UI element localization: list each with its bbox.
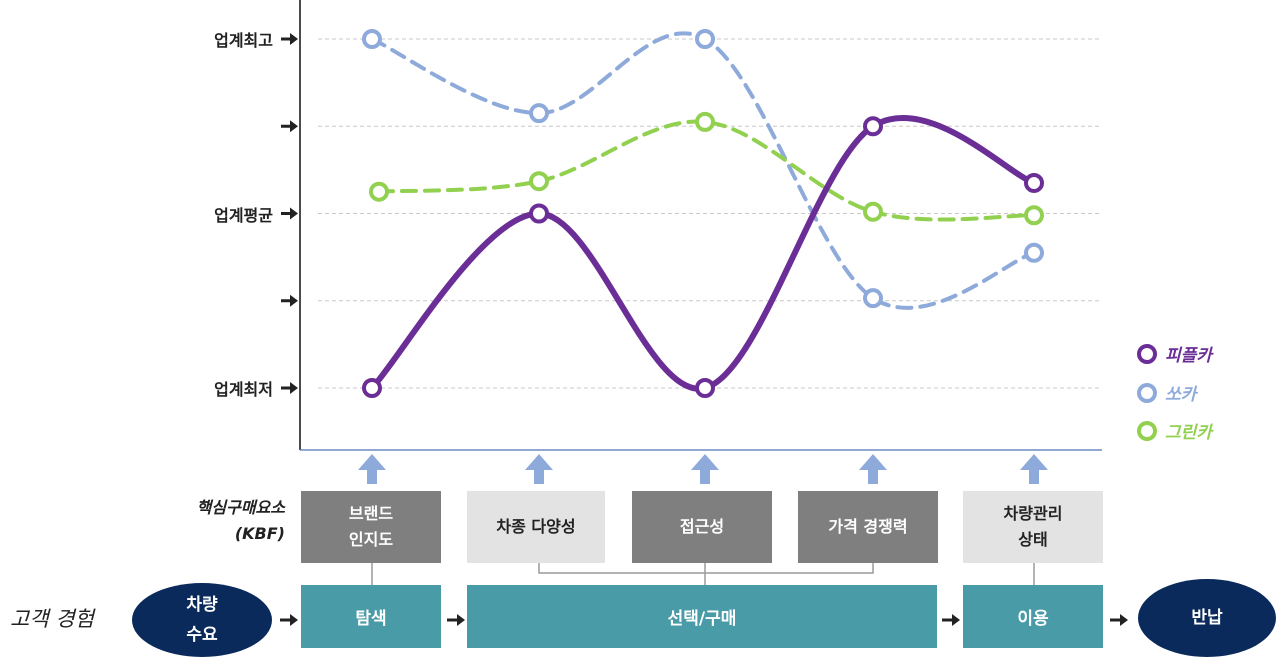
legend-marker xyxy=(1137,420,1157,441)
kbf-up-arrow-shaft xyxy=(868,468,878,484)
y-tick-label: 업계평균 xyxy=(214,205,273,225)
kbf-box-brand: 브랜드 인지도 xyxy=(301,491,441,563)
y-tick-arrowhead xyxy=(290,294,298,307)
data-point xyxy=(1024,172,1044,193)
kbf-box-line1: 브랜드 xyxy=(348,504,394,523)
data-point xyxy=(863,288,883,309)
kbf-box-line1: 접근성 xyxy=(679,517,725,536)
stage-explore-label: 탐색 xyxy=(355,609,387,629)
stage-select-buy-label: 선택/구매 xyxy=(667,609,737,629)
kbf-up-arrow-shaft xyxy=(534,468,544,484)
data-point xyxy=(863,116,883,137)
data-point xyxy=(695,378,715,398)
kbf-box-access: 접근성 xyxy=(632,491,772,563)
legend-label: 피플카 xyxy=(1165,346,1212,366)
kbf-box-condition: 차량관리 상태 xyxy=(963,491,1103,563)
kbf-label-line1: 핵심구매요소 xyxy=(196,498,285,517)
series-line-0 xyxy=(369,115,1037,392)
data-point xyxy=(695,29,715,49)
legend-label: 그린카 xyxy=(1165,423,1212,443)
journey-label: 고객 경험 xyxy=(10,607,94,631)
y-tick-arrowhead xyxy=(290,120,298,133)
legend-item: 피플카 xyxy=(1137,341,1212,366)
journey-end-ellipse: 반납 xyxy=(1138,579,1276,657)
journey-arrowhead xyxy=(1120,614,1128,626)
connector xyxy=(538,563,874,574)
kbf-up-arrow-head xyxy=(859,454,887,470)
kbf-up-arrow-head xyxy=(691,454,719,470)
legend-marker xyxy=(1137,382,1157,403)
legend-item: 그린카 xyxy=(1137,418,1212,443)
legend-item: 쏘카 xyxy=(1137,380,1196,405)
kbf-label-line2: (KBF) xyxy=(234,524,285,543)
data-point xyxy=(529,103,549,124)
kbf-box-line2: 인지도 xyxy=(348,530,394,549)
data-point xyxy=(529,203,549,224)
kbf-box-line1: 차종 다양성 xyxy=(496,517,576,536)
journey-arrowhead xyxy=(952,614,960,626)
kbf-up-arrow-shaft xyxy=(1029,468,1039,484)
journey-arrowhead xyxy=(290,614,298,626)
legend-label: 쏘카 xyxy=(1165,385,1197,405)
data-point xyxy=(695,111,715,132)
data-point xyxy=(362,29,382,49)
journey-end-label: 반납 xyxy=(1191,608,1223,628)
journey-start-line1: 차량 xyxy=(186,595,218,615)
y-tick-arrowhead xyxy=(290,207,298,220)
y-tick-label: 업계최고 xyxy=(214,31,273,50)
kbf-label: 핵심구매요소 (KBF) xyxy=(150,495,285,547)
journey-start-line2: 수요 xyxy=(186,625,218,645)
kbf-box-variety: 차종 다양성 xyxy=(467,491,605,563)
y-tick-label: 업계최저 xyxy=(214,380,273,399)
kbf-box-line2: 상태 xyxy=(1018,530,1048,549)
kbf-box-price: 가격 경쟁력 xyxy=(798,491,938,563)
series-line-1 xyxy=(370,31,1036,310)
kbf-up-arrow-head xyxy=(525,454,553,470)
y-tick-arrowhead xyxy=(290,382,298,394)
legend-marker xyxy=(1137,343,1157,364)
data-point xyxy=(1024,205,1044,226)
stage-use-label: 이용 xyxy=(1017,609,1049,629)
stage-select-buy: 선택/구매 xyxy=(467,585,937,648)
data-point xyxy=(1024,242,1044,263)
kbf-box-line1: 차량관리 xyxy=(1003,504,1063,523)
data-point xyxy=(362,378,382,398)
kbf-up-arrow-shaft xyxy=(700,468,710,484)
y-tick-arrowhead xyxy=(290,33,298,45)
stage-explore: 탐색 xyxy=(301,585,441,648)
data-point xyxy=(369,181,389,202)
stage-use: 이용 xyxy=(963,585,1103,648)
data-point xyxy=(863,201,883,222)
series-line-2 xyxy=(377,119,1036,222)
data-point xyxy=(529,171,549,192)
kbf-up-arrow-head xyxy=(358,454,386,470)
kbf-up-arrow-head xyxy=(1020,454,1048,470)
kbf-box-line1: 가격 경쟁력 xyxy=(828,517,908,536)
journey-start-ellipse: 차량 수요 xyxy=(132,583,272,657)
journey-arrowhead xyxy=(457,614,465,626)
kbf-up-arrow-shaft xyxy=(367,468,377,484)
